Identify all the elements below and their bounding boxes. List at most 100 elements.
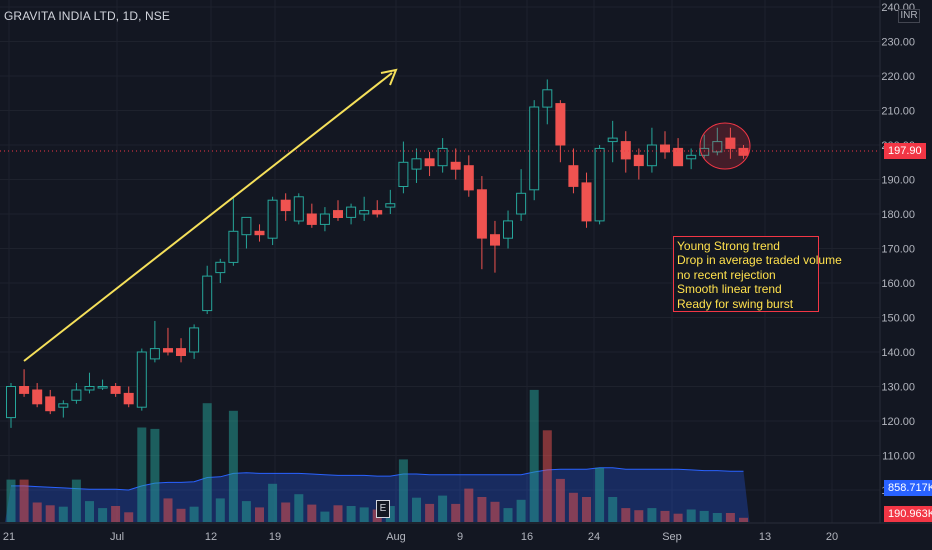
candle[interactable] [385, 189, 396, 214]
volume-bar [621, 508, 631, 522]
annotation-box: Young Strong trend Drop in average trade… [673, 236, 842, 312]
candle[interactable] [346, 203, 357, 225]
volume-bar [6, 479, 16, 522]
volume-bar [32, 502, 42, 522]
volume-bar [176, 508, 186, 522]
candle[interactable] [372, 200, 383, 218]
time-tick-label: 9 [457, 531, 463, 543]
candle[interactable] [19, 369, 30, 397]
candle[interactable] [136, 348, 147, 411]
candle[interactable] [228, 196, 239, 266]
candle[interactable] [542, 79, 553, 125]
candle[interactable] [71, 383, 82, 404]
candle[interactable] [529, 100, 540, 201]
highlight-ellipse [699, 122, 751, 170]
candle[interactable] [686, 148, 697, 170]
volume-bar [398, 459, 408, 522]
volume-bar [111, 506, 121, 522]
candle[interactable] [45, 389, 56, 415]
volume-bar [568, 492, 578, 522]
volume-bar [451, 503, 461, 522]
candle[interactable] [490, 220, 500, 273]
candle[interactable] [123, 386, 134, 408]
candle[interactable] [267, 196, 278, 246]
volume-ma-tag: 858.717K [884, 480, 932, 496]
candle[interactable] [424, 151, 435, 177]
time-tick-label: 24 [588, 531, 600, 543]
volume-bar [150, 428, 160, 522]
candle[interactable] [359, 196, 370, 221]
candle[interactable] [725, 127, 736, 159]
candle[interactable] [398, 141, 409, 194]
candle[interactable] [738, 145, 749, 159]
candle[interactable] [215, 258, 226, 283]
candle[interactable] [581, 172, 592, 228]
trend-arrow [23, 68, 398, 362]
candle[interactable] [333, 200, 343, 221]
volume-bar [124, 512, 134, 522]
price-axis[interactable]: 100.00110.00120.00130.00140.00150.00160.… [879, 0, 932, 550]
volume-bar [215, 498, 225, 522]
candle[interactable] [568, 148, 579, 194]
candle[interactable] [516, 169, 527, 221]
candle[interactable] [58, 400, 69, 418]
annotation-line: Young Strong trend [677, 239, 780, 253]
candle[interactable] [202, 265, 213, 315]
candle[interactable] [163, 327, 173, 356]
candle[interactable] [149, 320, 160, 363]
volume-tag: 190.963K [884, 506, 932, 522]
candle[interactable] [189, 324, 200, 359]
symbol-title[interactable]: GRAVITA INDIA LTD, 1D, NSE [4, 9, 170, 23]
candle[interactable] [607, 120, 618, 163]
candle[interactable] [463, 155, 474, 197]
volume-bar [477, 497, 487, 522]
candle[interactable] [97, 379, 108, 390]
candle[interactable] [450, 148, 461, 180]
candle[interactable] [319, 207, 330, 232]
price-tick-label: 190.00 [881, 175, 915, 187]
candles[interactable] [6, 79, 749, 428]
candle[interactable] [84, 372, 95, 394]
volume-bar [202, 403, 212, 522]
time-tick-label: 19 [269, 531, 281, 543]
candle[interactable] [712, 127, 723, 156]
candle[interactable] [699, 134, 710, 159]
candle[interactable] [176, 338, 186, 363]
volume-bar [412, 497, 421, 522]
annotation-line: Ready for swing burst [677, 296, 794, 311]
time-axis[interactable]: 21 Jul 12 19 Aug 9 16 24 Sep 13 20 [0, 522, 932, 550]
candle[interactable] [476, 176, 487, 270]
candle[interactable] [437, 138, 448, 173]
earnings-badge[interactable]: E [376, 500, 390, 518]
volume-bar [529, 389, 539, 522]
price-tick-label: 140.00 [881, 347, 915, 359]
volume-bar [45, 505, 55, 522]
price-tick-label: 170.00 [881, 244, 915, 256]
candle[interactable] [32, 383, 43, 408]
candle[interactable] [280, 193, 291, 221]
candle[interactable] [503, 210, 513, 249]
candle[interactable] [293, 193, 304, 225]
candle[interactable] [6, 383, 16, 428]
volume-bar [137, 427, 147, 522]
candle[interactable] [306, 203, 317, 228]
candle[interactable] [633, 148, 644, 180]
price-tick-label: 220.00 [881, 71, 915, 83]
time-tick-label: 16 [521, 531, 533, 543]
candle[interactable] [555, 100, 566, 163]
volume-bar [333, 505, 343, 522]
volume-bar [516, 499, 526, 522]
time-tick-label: 13 [759, 531, 771, 543]
volume-bar [582, 497, 591, 522]
candle[interactable] [620, 131, 631, 173]
candle[interactable] [241, 216, 252, 249]
candle[interactable] [254, 224, 265, 242]
volume-bar [725, 513, 735, 522]
candle[interactable] [411, 148, 422, 183]
candle[interactable] [646, 127, 657, 173]
candle[interactable] [660, 131, 670, 159]
candle[interactable] [673, 138, 684, 167]
candle[interactable] [110, 383, 121, 397]
candle[interactable] [594, 145, 605, 225]
